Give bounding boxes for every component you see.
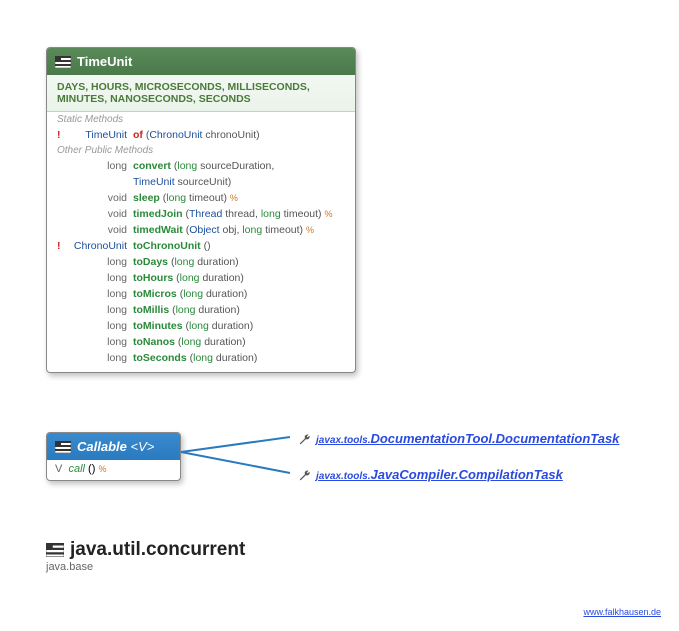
method-signature: toHours (long duration) xyxy=(133,270,345,286)
method-signature: toSeconds (long duration) xyxy=(133,350,345,366)
method-return-type: void xyxy=(71,190,133,206)
callable-title: Callable <V> xyxy=(77,439,154,454)
method-row: longtoDays (long duration) xyxy=(47,254,355,270)
method-signature: timedWait (Object obj, long timeout) % xyxy=(133,222,345,238)
method-signature: timedJoin (Thread thread, long timeout) … xyxy=(133,206,345,222)
method-row: longtoMinutes (long duration) xyxy=(47,318,355,334)
method-signature: sleep (long timeout) % xyxy=(133,190,345,206)
package-name: java.util.concurrent xyxy=(46,539,245,561)
method-mark: ! xyxy=(57,127,71,143)
method-signature: convert (long sourceDuration, xyxy=(133,158,345,174)
method-mark xyxy=(57,270,71,286)
footer-link[interactable]: www.falkhausen.de xyxy=(583,607,661,617)
method-signature: toMicros (long duration) xyxy=(133,286,345,302)
method-return-type: long xyxy=(71,158,133,174)
method-row: !ChronoUnittoChronoUnit () xyxy=(47,238,355,254)
wrench-icon xyxy=(298,433,312,447)
method-return-type: long xyxy=(71,350,133,366)
method-mark xyxy=(57,158,71,174)
method-mark xyxy=(57,302,71,318)
method-mark xyxy=(57,350,71,366)
method-return-type: long xyxy=(71,302,133,318)
method-mark: ! xyxy=(57,238,71,254)
method-signature: toMinutes (long duration) xyxy=(133,318,345,334)
method-mark xyxy=(57,222,71,238)
method-mark xyxy=(57,206,71,222)
method-return-type: void xyxy=(71,222,133,238)
flag-icon xyxy=(46,543,64,557)
method-row: longconvert (long sourceDuration, xyxy=(47,158,355,174)
method-row: longtoMicros (long duration) xyxy=(47,286,355,302)
method-row: longtoSeconds (long duration) xyxy=(47,350,355,366)
method-return-type: long xyxy=(71,254,133,270)
timeunit-body: Static Methods !TimeUnitof (ChronoUnit c… xyxy=(47,112,355,372)
method-return-type: long xyxy=(71,318,133,334)
method-return-type: long xyxy=(71,286,133,302)
timeunit-header: TimeUnit xyxy=(47,48,355,75)
method-row: longtoNanos (long duration) xyxy=(47,334,355,350)
method-return-type: long xyxy=(71,334,133,350)
method-return-type: long xyxy=(71,270,133,286)
method-row: voidsleep (long timeout) % xyxy=(47,190,355,206)
external-link[interactable]: javax.tools.JavaCompiler.CompilationTask xyxy=(298,467,563,483)
method-return-type: TimeUnit xyxy=(71,127,133,143)
flag-icon xyxy=(55,441,71,453)
method-return-type: ChronoUnit xyxy=(71,238,133,254)
section-other-label: Other Public Methods xyxy=(47,143,355,158)
method-row: longtoMillis (long duration) xyxy=(47,302,355,318)
method-row: longtoHours (long duration) xyxy=(47,270,355,286)
method-return-type: void xyxy=(71,206,133,222)
method-mark xyxy=(57,174,71,190)
timeunit-class-box: TimeUnit DAYS, HOURS, MICROSECONDS, MILL… xyxy=(46,47,356,373)
method-signature: toChronoUnit () xyxy=(133,238,345,254)
callable-interface-box: Callable <V> V call () % xyxy=(46,432,181,481)
method-signature: toNanos (long duration) xyxy=(133,334,345,350)
module-name: java.base xyxy=(46,561,245,573)
method-return-type xyxy=(71,174,133,190)
flag-icon xyxy=(55,56,71,68)
method-row: voidtimedJoin (Thread thread, long timeo… xyxy=(47,206,355,222)
method-row: TimeUnit sourceUnit) xyxy=(47,174,355,190)
method-mark xyxy=(57,318,71,334)
package-box: java.util.concurrent java.base xyxy=(46,539,245,573)
timeunit-title: TimeUnit xyxy=(77,54,132,69)
method-mark xyxy=(57,286,71,302)
method-mark xyxy=(57,190,71,206)
method-signature: toDays (long duration) xyxy=(133,254,345,270)
method-mark xyxy=(57,334,71,350)
method-signature: of (ChronoUnit chronoUnit) xyxy=(133,127,345,143)
wrench-icon xyxy=(298,469,312,483)
method-signature: TimeUnit sourceUnit) xyxy=(133,174,345,190)
method-row: voidtimedWait (Object obj, long timeout)… xyxy=(47,222,355,238)
external-link[interactable]: javax.tools.DocumentationTool.Documentat… xyxy=(298,431,619,447)
method-signature: toMillis (long duration) xyxy=(133,302,345,318)
section-static-label: Static Methods xyxy=(47,112,355,127)
method-row: !TimeUnitof (ChronoUnit chronoUnit) xyxy=(47,127,355,143)
timeunit-constants: DAYS, HOURS, MICROSECONDS, MILLISECONDS,… xyxy=(47,75,355,112)
method-mark xyxy=(57,254,71,270)
callable-method: V call () % xyxy=(47,460,180,480)
callable-header: Callable <V> xyxy=(47,433,180,460)
